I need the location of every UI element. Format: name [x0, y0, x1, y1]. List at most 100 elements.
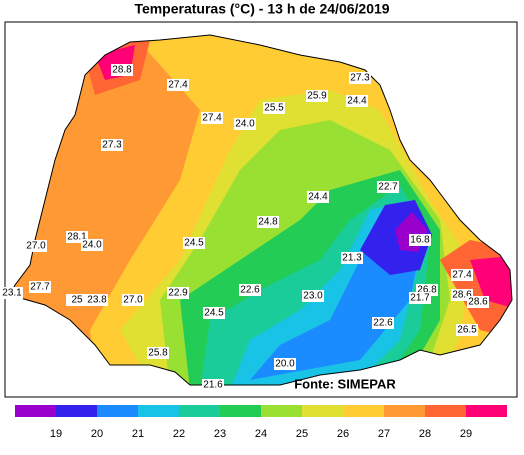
- station-label: 28.1: [67, 232, 87, 243]
- colorbar-label: 22: [173, 428, 185, 440]
- station-box: [467, 296, 489, 308]
- colorbar-label: 21: [132, 428, 144, 440]
- station-label: 27.4: [202, 113, 222, 124]
- station-box: [167, 287, 189, 299]
- station-label: 28.8: [112, 65, 132, 76]
- station-label: 24.0: [82, 240, 102, 251]
- station-label: 27.4: [168, 80, 188, 91]
- colorbar-swatch: [220, 405, 261, 417]
- colorbar-swatch: [138, 405, 179, 417]
- station-label: 23.8: [87, 295, 107, 306]
- station-box: [372, 317, 394, 329]
- colorbar-swatch: [15, 405, 56, 417]
- station-label: 21.3: [342, 253, 362, 264]
- colorbar-swatch: [425, 405, 466, 417]
- colorbar-swatch: [56, 405, 97, 417]
- station-label: 27.0: [26, 241, 46, 252]
- temperature-field: [10, 35, 512, 385]
- station-box: [147, 347, 169, 359]
- station-label: 27.7: [30, 282, 50, 293]
- station-label: 24.0: [235, 119, 255, 130]
- colorbar-swatch: [261, 405, 302, 417]
- colorbar-label: 28: [419, 428, 431, 440]
- station-label: 22.6: [373, 318, 393, 329]
- station-label: 21.6: [203, 380, 223, 391]
- station-label: 23.0: [303, 291, 323, 302]
- station-label: 28.6: [468, 297, 488, 308]
- station-box: [111, 64, 133, 76]
- station-label: 27.3: [102, 140, 122, 151]
- station-box: [167, 79, 189, 91]
- colorbar: 19 20 21 22 23 24 25 26 27 28 29: [15, 405, 507, 440]
- colorbar-swatch: [97, 405, 138, 417]
- station-label: 26.8: [417, 285, 437, 296]
- station-label: 22.6: [240, 285, 260, 296]
- colorbar-swatch: [466, 405, 507, 417]
- station-label: 20.0: [275, 359, 295, 370]
- station-box: [239, 284, 261, 296]
- station-box: [202, 379, 224, 391]
- station-box: [234, 118, 256, 130]
- station-labels: 28.8 27.4 27.3 25.9 24.4 25.5 27.4 24.0 27.3 22.7…: [1, 64, 489, 391]
- station-label: 25: [71, 295, 83, 306]
- station-box: [101, 139, 123, 151]
- station-box: [263, 102, 285, 114]
- colorbar-label: 25: [296, 428, 308, 440]
- station-box: [302, 290, 324, 302]
- colorbar-label: 26: [337, 428, 349, 440]
- colorbar-swatch: [302, 405, 343, 417]
- colorbar-label: 24: [255, 428, 267, 440]
- station-label: 22.9: [168, 288, 188, 299]
- station-box: [25, 240, 47, 252]
- station-box: [1, 287, 23, 299]
- station-box: [409, 292, 431, 304]
- station-box: [377, 181, 399, 193]
- station-label: 25.9: [307, 91, 327, 102]
- station-box: [451, 269, 473, 281]
- station-label: 28.6: [452, 290, 472, 301]
- station-label: 22.7: [378, 182, 398, 193]
- station-box: [29, 281, 51, 293]
- station-box: [409, 234, 431, 246]
- colorbar-swatch: [343, 405, 384, 417]
- station-box: [201, 112, 223, 124]
- station-label: 25.5: [264, 103, 284, 114]
- colorbar-label: 19: [50, 428, 62, 440]
- station-box: [274, 358, 296, 370]
- colorbar-label: 23: [214, 428, 226, 440]
- station-box: [346, 95, 368, 107]
- colorbar-label: 20: [91, 428, 103, 440]
- station-box: [203, 307, 225, 319]
- station-box: [122, 294, 144, 306]
- station-box: [257, 216, 279, 228]
- title: Temperaturas (°C) - 13 h de 24/06/2019: [134, 1, 389, 17]
- station-label: 27.4: [452, 270, 472, 281]
- station-box: [306, 90, 328, 102]
- station-label: 25.8: [148, 348, 168, 359]
- station-box: [81, 239, 103, 251]
- station-label: 24.4: [347, 96, 367, 107]
- station-box: [86, 294, 108, 306]
- station-label: 24.4: [308, 192, 328, 203]
- colorbar-label: 27: [378, 428, 390, 440]
- station-label: 27.0: [123, 295, 143, 306]
- station-box: [307, 191, 329, 203]
- colorbar-swatch: [179, 405, 220, 417]
- station-label: 26.5: [457, 325, 477, 336]
- station-label: 24.5: [184, 238, 204, 249]
- station-box: [341, 252, 363, 264]
- source-label: Fonte: SIMEPAR: [294, 376, 396, 391]
- colorbar-label: 29: [460, 428, 472, 440]
- station-box: [349, 72, 371, 84]
- station-label: 27.3: [350, 73, 370, 84]
- station-box: [66, 294, 88, 306]
- station-box: [456, 324, 478, 336]
- station-label: 21.7: [410, 293, 430, 304]
- colorbar-swatch: [384, 405, 425, 417]
- station-label: 24.5: [204, 308, 224, 319]
- station-label: 24.8: [258, 217, 278, 228]
- station-box: [183, 237, 205, 249]
- station-label: 23.1: [2, 288, 22, 299]
